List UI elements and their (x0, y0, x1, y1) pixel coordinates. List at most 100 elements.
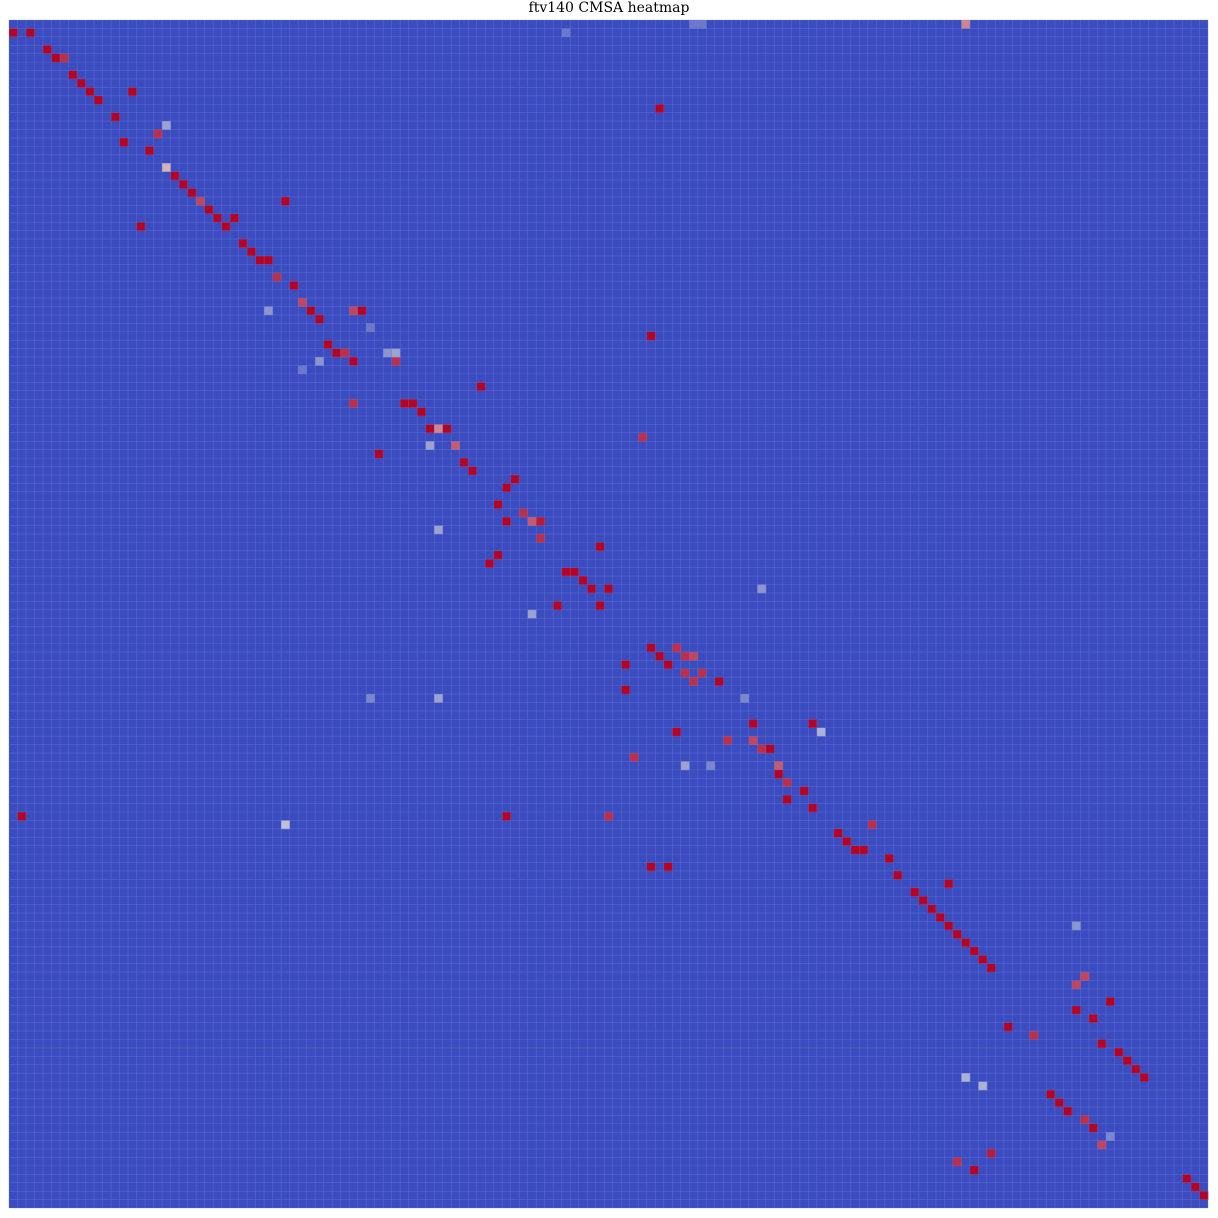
heatmap-cell (425, 424, 435, 434)
heatmap-cell (196, 196, 205, 206)
heatmap-cell (51, 53, 61, 63)
heatmap-cell (748, 719, 758, 729)
heatmap-cell (1063, 1106, 1073, 1116)
heatmap-cell (1088, 1014, 1098, 1023)
heatmap-cell (816, 727, 826, 737)
heatmap-cell (425, 441, 435, 451)
heatmap-cell (145, 146, 154, 156)
heatmap-cell (655, 651, 665, 661)
heatmap-cell (417, 407, 426, 417)
heatmap-cell (502, 812, 512, 821)
heatmap-cell (357, 306, 367, 316)
heatmap-cell (281, 820, 290, 830)
heatmap-cell (561, 28, 571, 38)
heatmap-cell (680, 761, 690, 771)
heatmap-cell (961, 1073, 971, 1082)
heatmap-cells (9, 20, 1209, 1208)
heatmap-cell (952, 929, 962, 939)
heatmap-cell (604, 584, 614, 594)
heatmap-grid-lines (8, 19, 1209, 1209)
heatmap-cell (1071, 980, 1081, 990)
heatmap-cell (1003, 1022, 1013, 1032)
heatmap-cell (128, 87, 137, 97)
heatmap-cell (553, 601, 563, 611)
heatmap-cell (935, 913, 945, 922)
heatmap-cell (315, 357, 324, 366)
heatmap-cell (323, 340, 333, 349)
heatmap-cell (349, 399, 358, 408)
heatmap-cell (68, 70, 78, 80)
heatmap-cell (493, 550, 503, 560)
heatmap-cell (561, 567, 571, 577)
heatmap-cell (952, 1157, 962, 1167)
heatmap-cell (1097, 1039, 1107, 1049)
heatmap-cell (1080, 1115, 1090, 1125)
heatmap-cell (978, 1081, 988, 1091)
heatmap-cell (1105, 1132, 1115, 1141)
heatmap-cell (1105, 997, 1115, 1007)
heatmap-cell (595, 542, 605, 552)
heatmap-cell (366, 694, 375, 703)
heatmap-cell (349, 357, 358, 366)
heatmap-cell (799, 786, 809, 796)
heatmap-cell (1199, 1191, 1209, 1200)
heatmap-cell (714, 677, 724, 686)
heatmap-cell (434, 424, 443, 434)
heatmap-cell (969, 1165, 979, 1175)
heatmap-cell (961, 938, 971, 948)
heatmap-cell (646, 643, 656, 653)
heatmap-cell (408, 399, 418, 408)
heatmap-cell (774, 761, 784, 771)
heatmap-cell (944, 879, 954, 889)
heatmap-cell (1182, 1174, 1192, 1184)
heatmap-cell (536, 517, 546, 526)
heatmap-cell (238, 239, 248, 248)
heatmap-cell (204, 205, 214, 215)
heatmap-cell (629, 753, 639, 762)
heatmap-cell (43, 45, 52, 55)
heatmap-cell (527, 517, 537, 526)
heatmap-cell (893, 870, 903, 880)
heatmap-cell (451, 441, 460, 451)
heatmap-cell (468, 466, 477, 476)
heatmap-cell (332, 348, 341, 358)
heatmap-cell (723, 736, 733, 745)
heatmap-cell (459, 458, 469, 467)
heatmap-cell (247, 247, 256, 257)
heatmap-cell (527, 609, 537, 619)
heatmap-cell (1131, 1064, 1141, 1074)
heatmap-cell (604, 812, 614, 821)
heatmap-cell (969, 946, 979, 956)
heatmap-cell (349, 306, 358, 316)
heatmap-cell (94, 95, 103, 105)
heatmap-cell (1097, 1140, 1107, 1150)
heatmap-cell (672, 643, 682, 653)
heatmap-cell (476, 382, 486, 392)
chart-title: ftv140 CMSA heatmap (528, 0, 690, 16)
heatmap-cell (808, 719, 818, 729)
heatmap-cell (782, 778, 792, 788)
heatmap-cell (298, 365, 307, 375)
heatmap-cell (978, 955, 988, 964)
heatmap-cell (119, 137, 129, 147)
heatmap-cell (400, 399, 409, 408)
heatmap-cell (910, 887, 920, 897)
heatmap-cell (646, 862, 656, 872)
heatmap-cell (391, 357, 401, 366)
heatmap-cell (77, 78, 86, 88)
heatmap-cell (1139, 1073, 1149, 1082)
heatmap-cell (153, 129, 163, 139)
heatmap-cell (706, 761, 716, 771)
heatmap-cell (757, 744, 767, 754)
heatmap-cell (570, 567, 580, 577)
heatmap-cell (315, 314, 324, 324)
heatmap-cell (1114, 1047, 1124, 1057)
heatmap-cell (740, 694, 750, 703)
heatmap-cell (748, 736, 758, 745)
heatmap-cell (264, 306, 273, 316)
heatmap-cell (689, 20, 699, 29)
heatmap-cell (1080, 972, 1090, 981)
heatmap-cell (187, 188, 197, 198)
heatmap-cell (697, 20, 707, 29)
